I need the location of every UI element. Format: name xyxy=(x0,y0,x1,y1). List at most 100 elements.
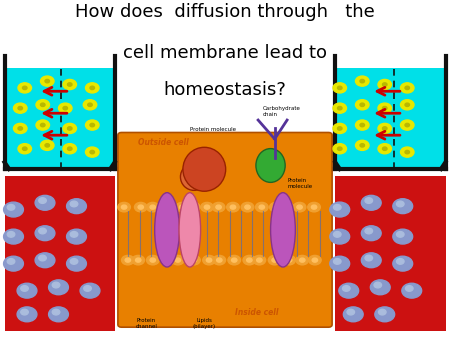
Circle shape xyxy=(405,86,410,90)
Circle shape xyxy=(17,307,37,322)
Circle shape xyxy=(338,127,342,130)
Circle shape xyxy=(330,256,350,271)
Circle shape xyxy=(150,258,156,262)
Circle shape xyxy=(400,120,414,130)
Circle shape xyxy=(356,76,369,86)
Circle shape xyxy=(382,83,387,86)
Circle shape xyxy=(212,202,225,212)
Circle shape xyxy=(338,106,342,110)
Circle shape xyxy=(356,140,369,150)
Circle shape xyxy=(216,205,221,209)
Circle shape xyxy=(35,253,55,268)
Circle shape xyxy=(36,120,50,130)
Circle shape xyxy=(365,198,373,203)
Circle shape xyxy=(231,258,237,262)
Circle shape xyxy=(378,144,392,154)
Circle shape xyxy=(281,202,294,212)
Circle shape xyxy=(356,120,369,130)
Circle shape xyxy=(7,204,15,210)
Circle shape xyxy=(393,199,413,214)
Circle shape xyxy=(405,150,410,154)
Circle shape xyxy=(272,258,277,262)
Circle shape xyxy=(297,205,302,209)
Circle shape xyxy=(241,202,254,212)
Ellipse shape xyxy=(270,193,295,267)
Circle shape xyxy=(360,79,364,83)
Circle shape xyxy=(147,256,159,265)
Circle shape xyxy=(138,205,144,209)
Circle shape xyxy=(343,307,363,322)
Circle shape xyxy=(201,202,213,212)
Circle shape xyxy=(68,83,72,86)
Circle shape xyxy=(35,226,55,241)
Text: Inside cell: Inside cell xyxy=(235,308,279,317)
Circle shape xyxy=(400,100,414,110)
Circle shape xyxy=(330,202,350,217)
Text: How does  diffusion through   the: How does diffusion through the xyxy=(75,3,375,21)
Circle shape xyxy=(166,258,171,262)
Circle shape xyxy=(45,144,50,147)
Circle shape xyxy=(308,202,320,212)
Circle shape xyxy=(80,283,100,298)
Circle shape xyxy=(90,123,94,127)
Circle shape xyxy=(125,258,130,262)
Circle shape xyxy=(70,232,78,237)
Circle shape xyxy=(247,258,252,262)
Circle shape xyxy=(245,205,250,209)
Circle shape xyxy=(4,202,23,217)
Circle shape xyxy=(68,147,72,150)
Circle shape xyxy=(67,229,86,244)
Ellipse shape xyxy=(183,147,226,191)
Circle shape xyxy=(171,256,184,265)
Circle shape xyxy=(338,86,342,90)
Circle shape xyxy=(187,202,200,212)
Circle shape xyxy=(52,282,60,288)
Circle shape xyxy=(58,103,72,113)
Circle shape xyxy=(40,76,54,86)
Ellipse shape xyxy=(256,149,285,183)
Circle shape xyxy=(243,256,256,265)
Circle shape xyxy=(382,106,387,110)
Circle shape xyxy=(228,256,240,265)
Circle shape xyxy=(18,127,22,130)
Bar xyxy=(335,176,446,331)
Circle shape xyxy=(162,256,175,265)
Circle shape xyxy=(378,309,386,315)
Circle shape xyxy=(86,83,99,93)
Ellipse shape xyxy=(180,163,207,190)
Circle shape xyxy=(333,83,346,93)
Circle shape xyxy=(253,256,266,265)
Circle shape xyxy=(135,202,147,212)
Circle shape xyxy=(146,202,159,212)
Circle shape xyxy=(180,205,185,209)
Circle shape xyxy=(402,283,422,298)
Circle shape xyxy=(90,86,94,90)
Circle shape xyxy=(63,123,76,134)
Circle shape xyxy=(165,205,170,209)
Bar xyxy=(4,68,115,169)
Circle shape xyxy=(191,258,197,262)
Circle shape xyxy=(283,256,296,265)
Circle shape xyxy=(70,259,78,264)
Circle shape xyxy=(213,256,225,265)
Circle shape xyxy=(333,144,346,154)
Circle shape xyxy=(287,258,292,262)
Circle shape xyxy=(90,150,94,154)
Circle shape xyxy=(35,195,55,210)
Circle shape xyxy=(132,256,144,265)
Circle shape xyxy=(270,202,282,212)
Circle shape xyxy=(203,256,216,265)
Circle shape xyxy=(333,123,346,134)
Circle shape xyxy=(70,201,78,207)
Circle shape xyxy=(333,103,346,113)
Circle shape xyxy=(361,195,381,210)
Circle shape xyxy=(405,286,413,291)
Circle shape xyxy=(342,286,350,291)
Circle shape xyxy=(36,100,50,110)
Circle shape xyxy=(333,259,341,264)
Circle shape xyxy=(49,280,68,295)
Text: cell membrane lead to: cell membrane lead to xyxy=(123,44,327,62)
Circle shape xyxy=(365,228,373,234)
Circle shape xyxy=(86,120,99,130)
Circle shape xyxy=(18,83,32,93)
